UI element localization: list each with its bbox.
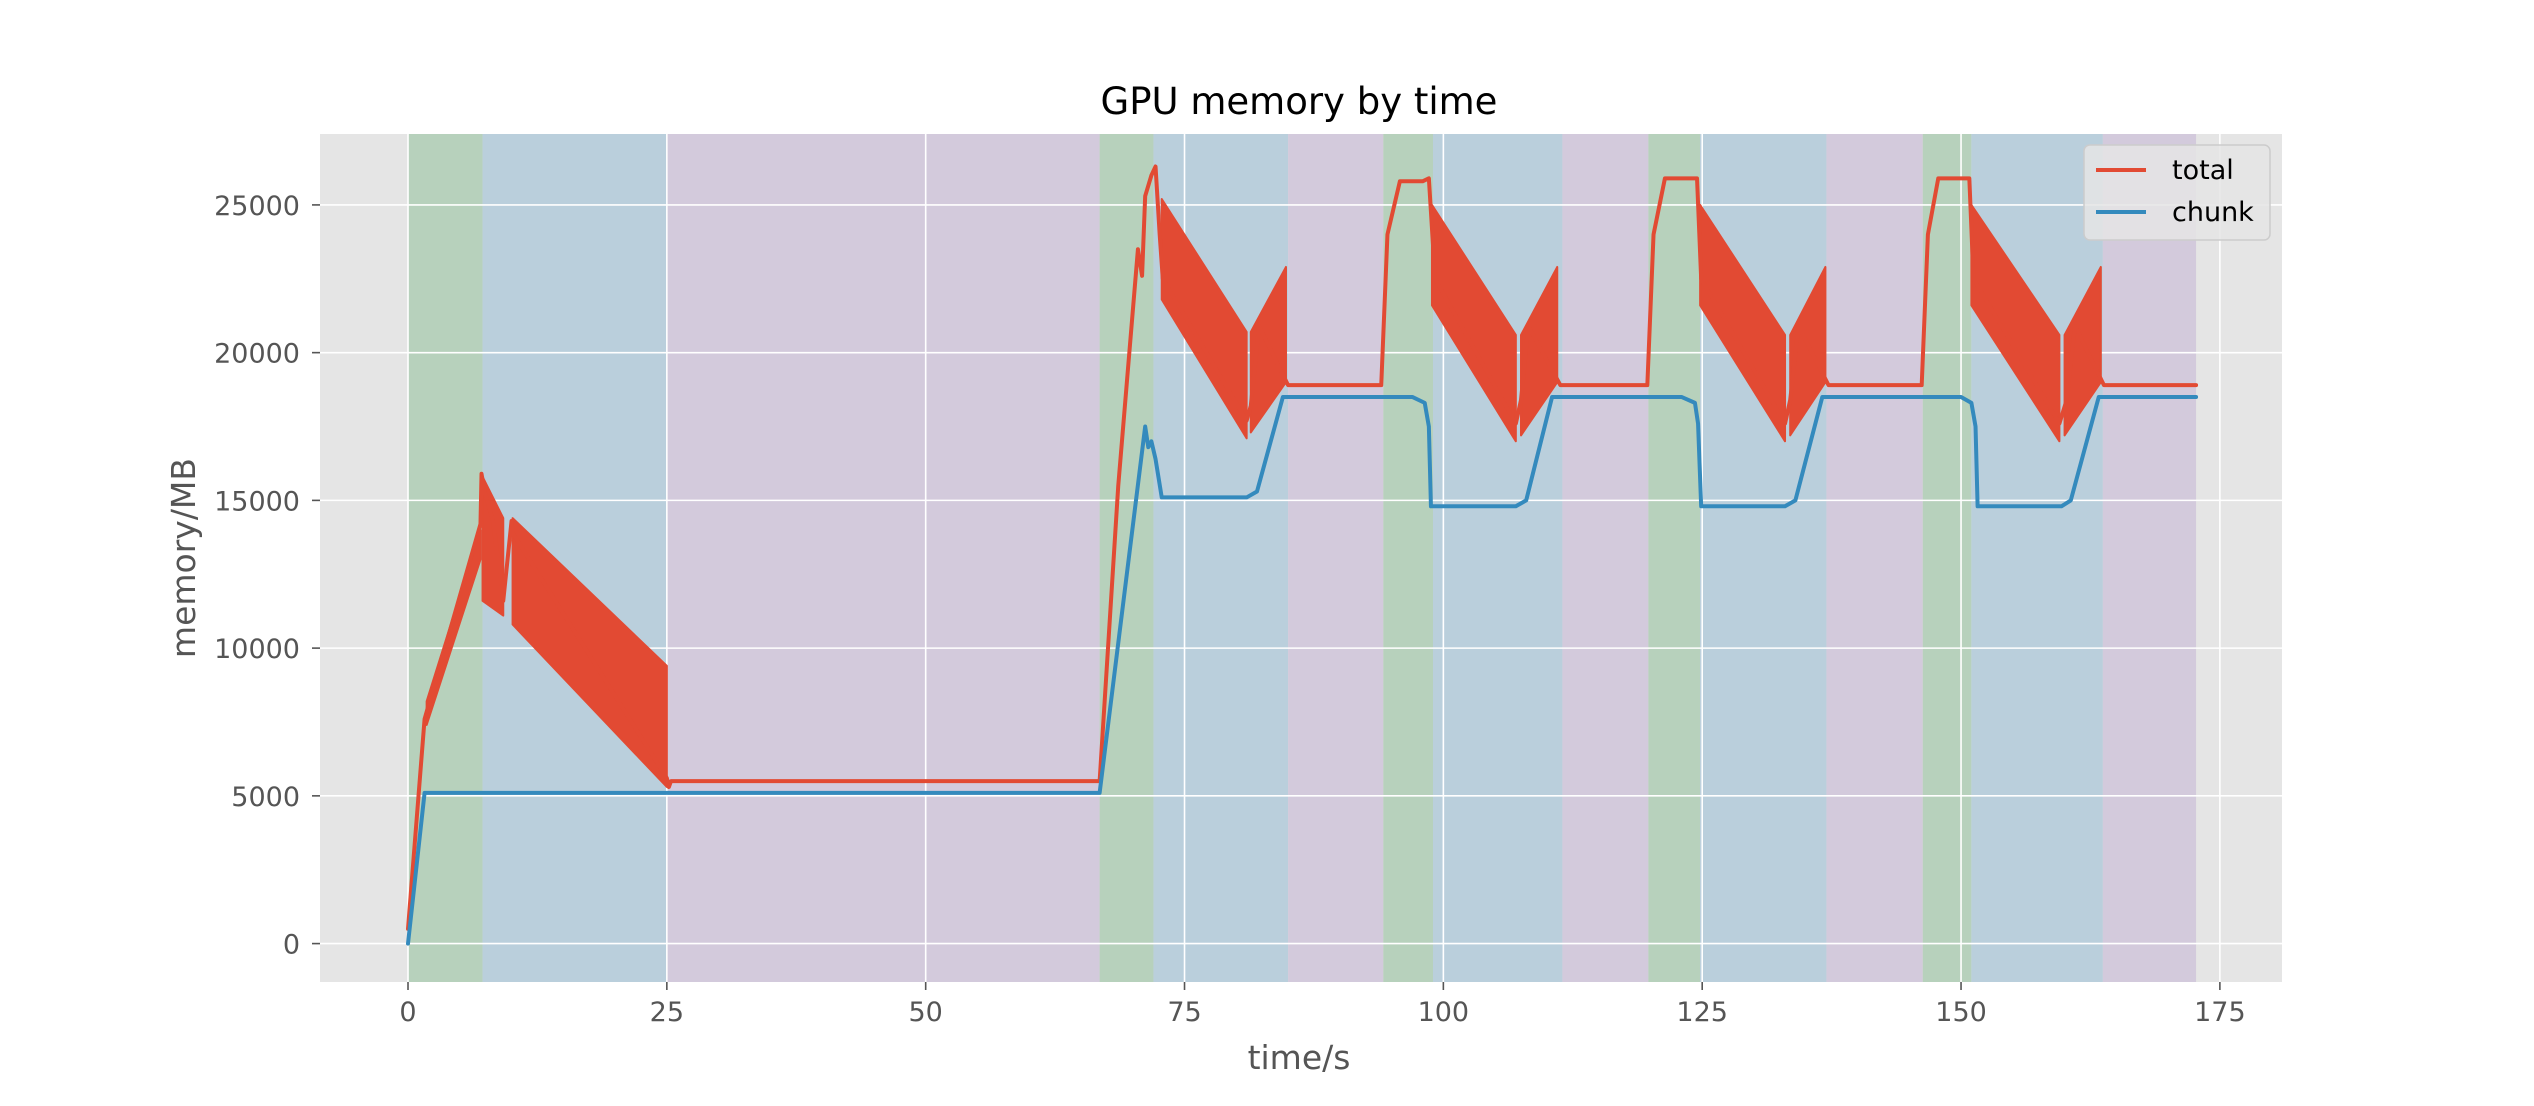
phase-bands [408, 134, 2197, 982]
x-tick-label: 25 [650, 997, 684, 1028]
x-tick-label: 175 [2194, 997, 2246, 1028]
legend-total-label: total [2172, 155, 2234, 186]
y-tick-label: 5000 [231, 782, 300, 813]
phase-band-purple [1826, 134, 1923, 982]
phase-band-blue [482, 134, 667, 982]
x-axis-label: time/s [1248, 1038, 1351, 1077]
phase-band-green [1099, 134, 1154, 982]
phase-band-purple [1288, 134, 1384, 982]
total-line [406, 164, 2199, 931]
x-tick-label: 0 [399, 997, 416, 1028]
phase-band-purple [666, 134, 1100, 982]
x-tick-label: 75 [1167, 997, 1201, 1028]
phase-band-purple [1562, 134, 1649, 982]
chart-title: GPU memory by time [1101, 80, 1498, 123]
x-axis-ticks: 0 25 50 75 100 125 150 175 [399, 982, 2246, 1028]
x-tick-label: 50 [909, 997, 943, 1028]
y-axis-ticks: 0 5000 10000 15000 20000 25000 [214, 191, 320, 961]
y-tick-label: 20000 [214, 339, 300, 370]
phase-band-green [1648, 134, 1701, 982]
chunk-line [406, 394, 2199, 946]
phase-band-green [1383, 134, 1434, 982]
y-tick-label: 10000 [214, 634, 300, 665]
legend-chunk-label: chunk [2172, 197, 2254, 228]
legend: total chunk [2083, 144, 2271, 241]
y-tick-label: 0 [283, 930, 300, 961]
x-tick-label: 150 [1935, 997, 1987, 1028]
phase-band-purple [2102, 134, 2197, 982]
series-lines [406, 164, 2199, 946]
y-tick-label: 25000 [214, 191, 300, 222]
total-burst-area [481, 475, 505, 617]
y-tick-label: 15000 [214, 486, 300, 517]
x-tick-label: 125 [1676, 997, 1728, 1028]
x-tick-label: 100 [1418, 997, 1470, 1028]
y-axis-label: memory/MB [164, 458, 203, 658]
phase-band-green [1922, 134, 1972, 982]
